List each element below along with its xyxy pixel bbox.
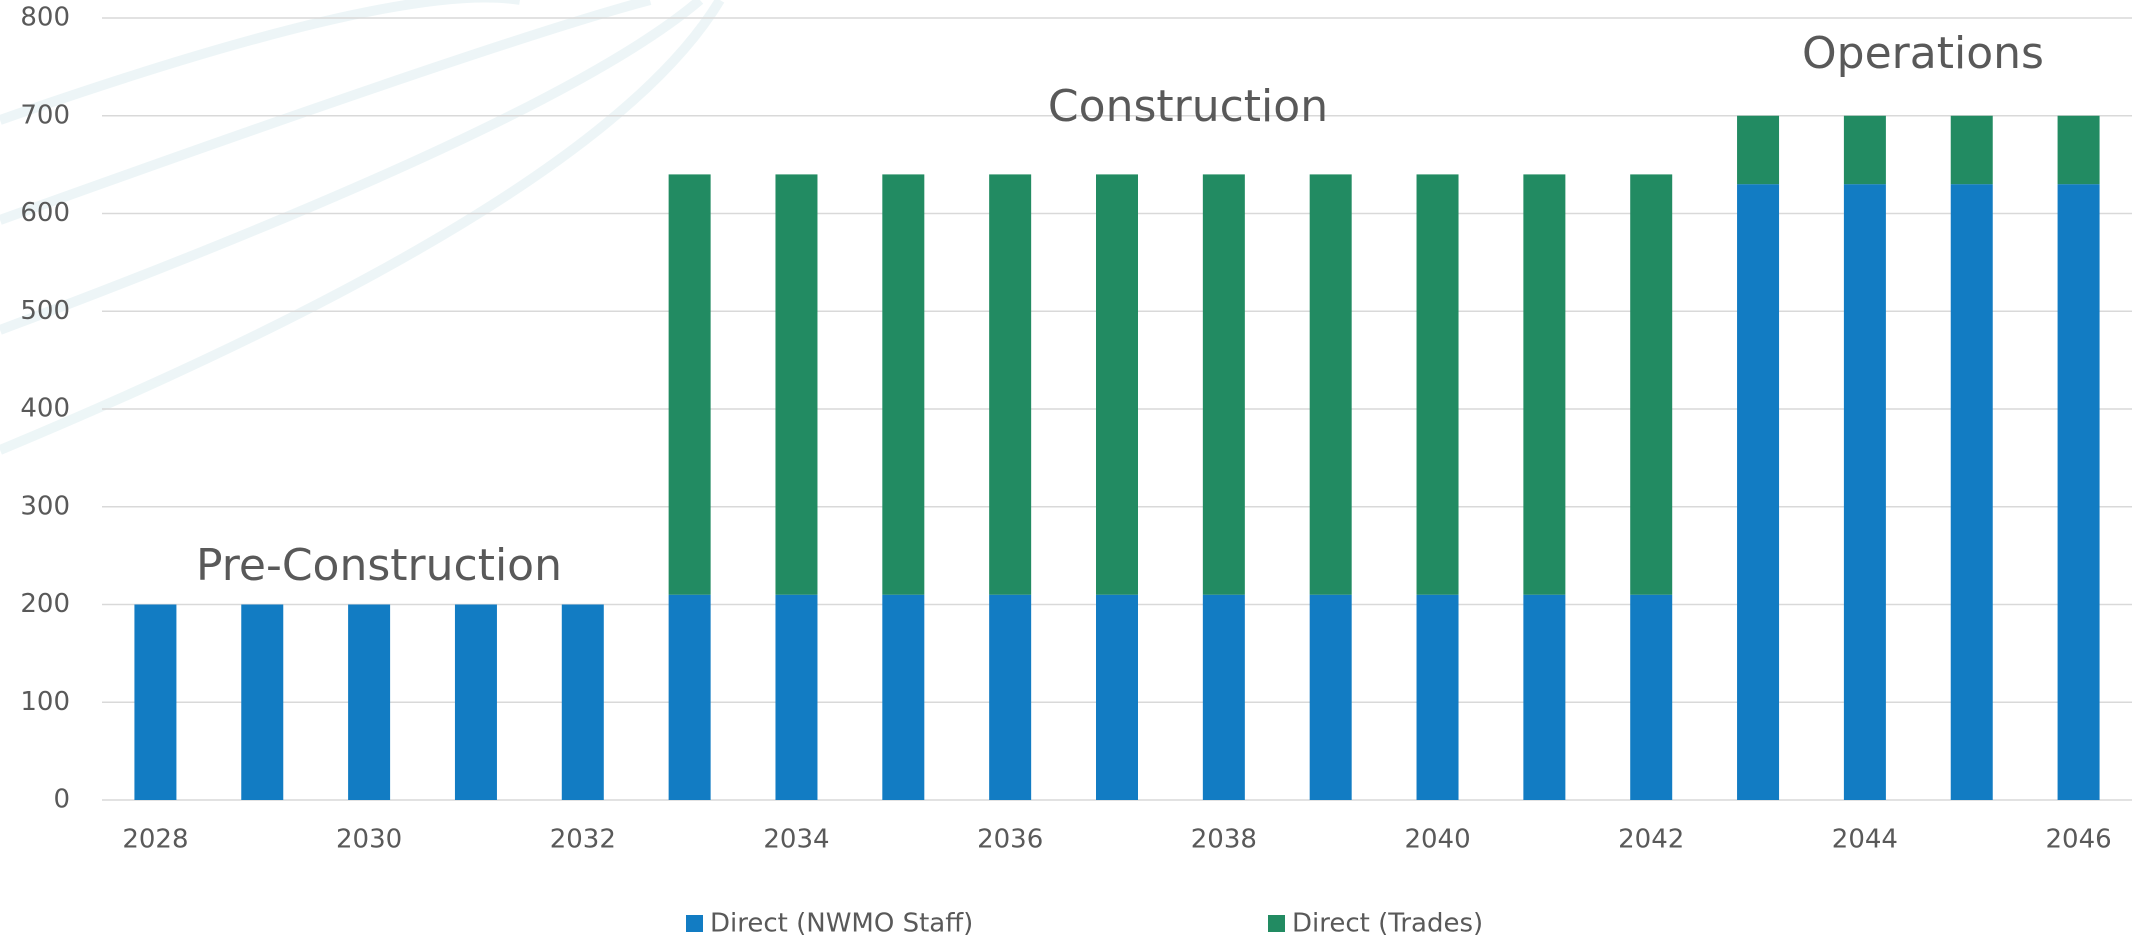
y-tick-label: 500 (20, 296, 70, 326)
bar-segment (348, 604, 391, 800)
x-tick-label: 2040 (1404, 825, 1470, 855)
bar-segment (1523, 174, 1566, 595)
y-tick-label: 0 (53, 785, 70, 815)
bar-segment (1309, 174, 1352, 595)
y-tick-label: 300 (20, 491, 70, 521)
y-tick-label: 600 (20, 198, 70, 228)
x-tick-label: 2034 (763, 825, 829, 855)
y-tick-label: 100 (20, 687, 70, 717)
bar-segment (454, 604, 497, 800)
bar-segment (1737, 184, 1780, 801)
bar-segment (2057, 115, 2100, 185)
x-tick-label: 2032 (550, 825, 616, 855)
bar-segment (1843, 184, 1886, 801)
bar-segment (1523, 594, 1566, 800)
annotation: Pre-Construction (196, 540, 562, 591)
legend-label: Direct (Trades) (1292, 909, 1483, 939)
y-tick-label: 800 (20, 3, 70, 33)
bar-segment (989, 594, 1032, 800)
bar-segment (1737, 115, 1780, 185)
annotation: Construction (1048, 81, 1328, 132)
x-tick-label: 2042 (1618, 825, 1684, 855)
annotation: Operations (1802, 28, 2044, 79)
bar-segment (1309, 594, 1352, 800)
legend-swatch (1268, 915, 1285, 932)
bar-segment (882, 594, 925, 800)
background-arcs (0, 0, 725, 455)
x-tick-label: 2044 (1832, 825, 1898, 855)
bar-segment (668, 174, 711, 595)
y-tick-label: 400 (20, 394, 70, 424)
x-tick-label: 2038 (1191, 825, 1257, 855)
bar-segment (134, 604, 177, 800)
bar-segment (2057, 184, 2100, 801)
y-tick-label: 200 (20, 589, 70, 619)
bar-segment (775, 174, 818, 595)
legend-swatch (686, 915, 703, 932)
bar-segment (1843, 115, 1886, 185)
bar-segment (1202, 174, 1245, 595)
x-tick-label: 2046 (2045, 825, 2111, 855)
bar-segment (1096, 594, 1138, 800)
legend-label: Direct (NWMO Staff) (710, 909, 973, 939)
bar-segment (1630, 594, 1673, 800)
bar-segment (1416, 594, 1459, 800)
bar-segment (561, 604, 604, 800)
bar-segment (1950, 115, 1993, 185)
bar-segment (1630, 174, 1673, 595)
bar-segment (1416, 174, 1459, 595)
y-tick-label: 700 (20, 100, 70, 130)
x-tick-label: 2036 (977, 825, 1043, 855)
bar-segment (989, 174, 1032, 595)
bar-segment (775, 594, 818, 800)
bar-segment (668, 594, 711, 800)
bar-segment (1950, 184, 1993, 801)
x-tick-label: 2028 (122, 825, 188, 855)
bar-segment (1202, 594, 1245, 800)
bar-segment (882, 174, 925, 595)
x-tick-label: 2030 (336, 825, 402, 855)
bar-segment (1096, 174, 1138, 595)
bar-segment (241, 604, 284, 800)
